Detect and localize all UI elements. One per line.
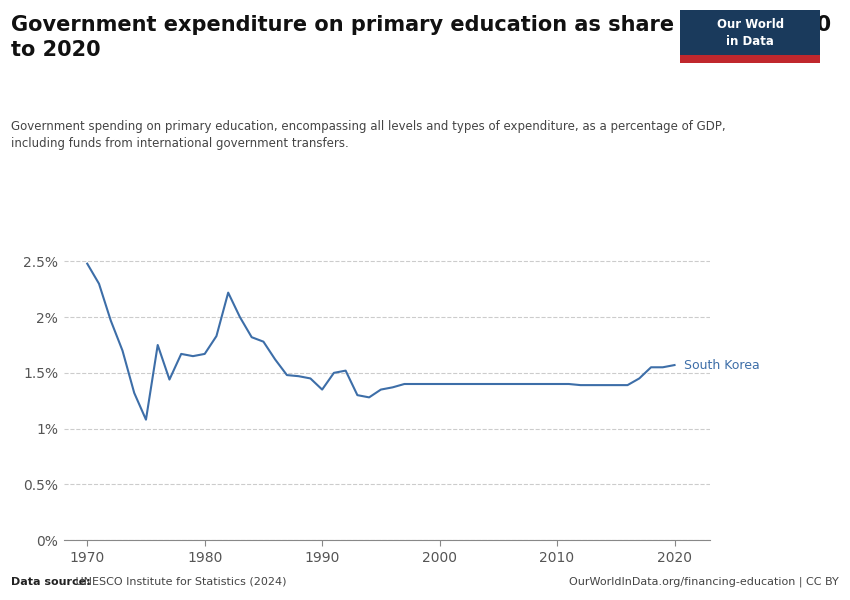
Text: Our World: Our World [717,19,784,31]
Text: Data source:: Data source: [11,577,91,587]
Text: in Data: in Data [726,35,774,49]
Text: OurWorldInData.org/financing-education | CC BY: OurWorldInData.org/financing-education |… [570,576,839,587]
Text: UNESCO Institute for Statistics (2024): UNESCO Institute for Statistics (2024) [72,577,286,587]
Text: Government spending on primary education, encompassing all levels and types of e: Government spending on primary education… [11,120,726,150]
Text: Government expenditure on primary education as share of GDP, 1970
to 2020: Government expenditure on primary educat… [11,15,831,60]
Text: South Korea: South Korea [684,359,760,371]
